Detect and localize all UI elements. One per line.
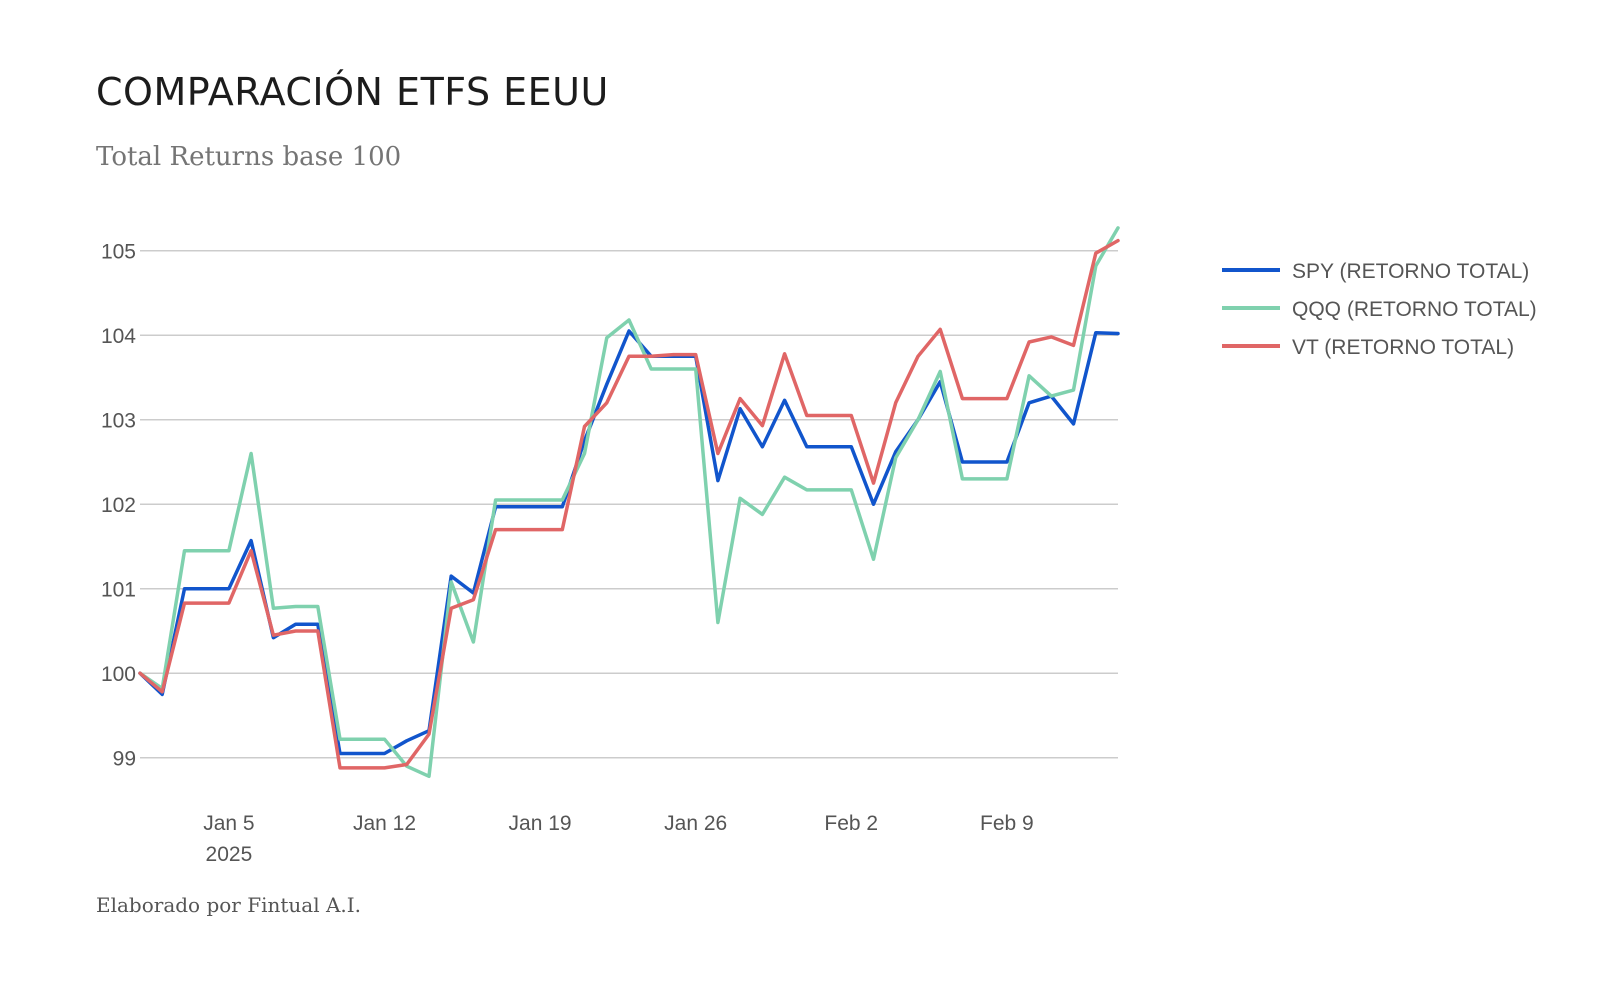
legend-label: VT (RETORNO TOTAL) xyxy=(1292,336,1514,359)
y-tick-label: 103 xyxy=(101,410,136,433)
legend-label: SPY (RETORNO TOTAL) xyxy=(1292,260,1529,283)
series-lines xyxy=(138,226,1120,779)
series-line-2 xyxy=(138,226,1120,779)
y-tick-label: 101 xyxy=(101,579,136,602)
y-tick-label: 99 xyxy=(113,748,136,771)
legend-label: QQQ (RETORNO TOTAL) xyxy=(1292,298,1537,321)
y-tick-label: 102 xyxy=(101,494,136,517)
gridlines xyxy=(140,249,1118,759)
x-tick-label: Jan 12 xyxy=(353,812,416,835)
y-tick-label: 105 xyxy=(101,241,136,264)
y-tick-label: 100 xyxy=(101,663,136,686)
x-tick-label: Feb 2 xyxy=(824,812,878,835)
chart-title: COMPARACIÓN ETFS EEUU xyxy=(96,70,609,114)
y-tick-label: 104 xyxy=(101,325,136,348)
chart-subtitle: Total Returns base 100 xyxy=(96,142,402,172)
legend: SPY (RETORNO TOTAL) QQQ (RETORNO TOTAL) VT… xyxy=(1222,260,1537,359)
x-tick-label: Feb 9 xyxy=(980,812,1034,835)
series-line-1 xyxy=(138,329,1120,756)
y-axis: 99 100 101 102 103 104 105 xyxy=(101,241,136,771)
footer-credit: Elaborado por Fintual A.I. xyxy=(96,893,362,917)
x-tick-label: Jan 19 xyxy=(509,812,572,835)
x-tick-label: Jan 5 xyxy=(203,812,254,835)
series-line-3 xyxy=(138,238,1120,770)
x-tick-sublabel: 2025 xyxy=(206,843,253,866)
x-tick-label: Jan 26 xyxy=(664,812,727,835)
x-axis: Jan 5 2025 Jan 12 Jan 19 Jan 26 Feb 2 Feb 9 xyxy=(203,812,1033,866)
